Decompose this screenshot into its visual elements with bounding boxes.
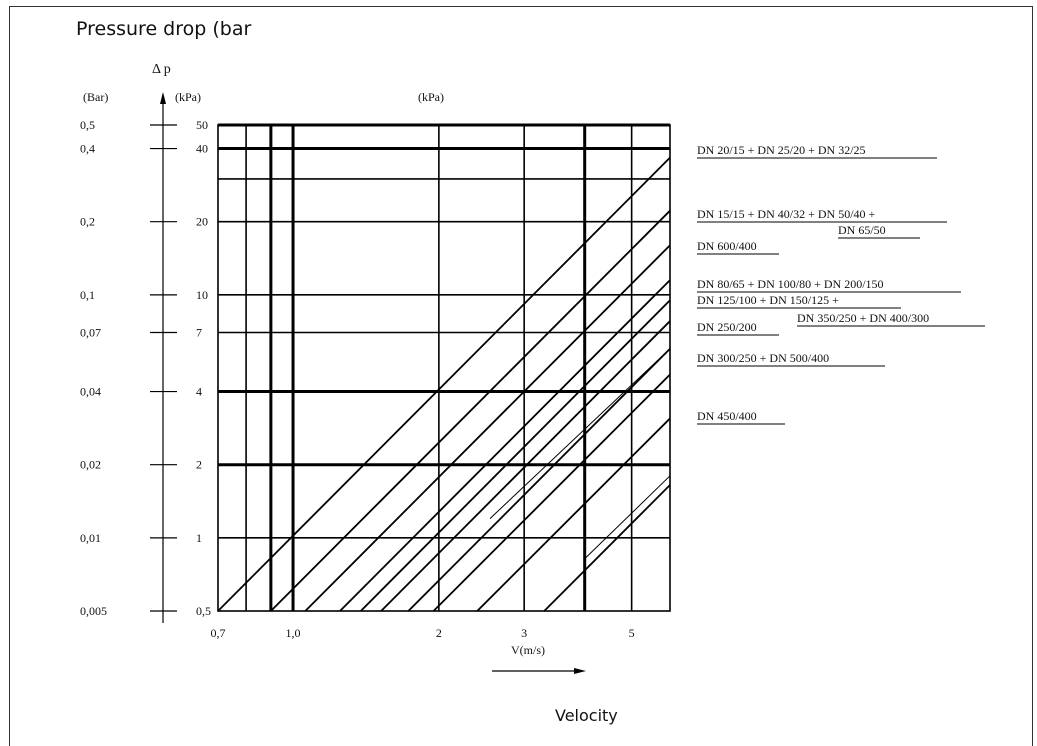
legend-entry: DN 15/15 + DN 40/32 + DN 50/40 + DN 65/50 [697,207,947,239]
top-kpa-label: (kPa) [418,90,444,104]
legend-entry: DN 80/65 + DN 100/80 + DN 200/150 [697,277,961,293]
y-axis-symbol: Δ p [152,62,171,77]
y-axis-label-bar: (Bar) [83,90,108,104]
x-axis-arrow [574,668,586,674]
series-line [304,244,671,612]
y-tick-label-kpa: 4 [196,385,202,399]
legend-label: DN 125/100 + DN 150/125 + [697,293,839,307]
series-line [543,484,671,612]
legend-label: DN 250/200 [697,320,757,334]
y-tick-label-kpa: 7 [196,325,202,339]
series-line [270,210,671,612]
y-tick-label-bar: 0,4 [80,142,95,156]
legend-label: DN 80/65 + DN 100/80 + DN 200/150 [697,277,884,291]
legend-label: DN 450/400 [697,409,757,423]
y-tick-label-bar: 0,01 [80,531,101,545]
y-tick-label-bar: 0,2 [80,215,95,229]
series-line [339,279,671,612]
x-tick-label: 0,7 [211,626,226,640]
series-line [489,348,671,519]
series-line [476,417,671,612]
y-tick-label-kpa: 40 [196,142,208,156]
y-tick-label-kpa: 0,5 [196,604,211,618]
y-tick-label-bar: 0,5 [80,118,95,132]
series-line [380,320,671,612]
series-line [432,373,671,612]
y-tick-label-kpa: 50 [196,118,208,132]
axes: Δ p (Bar) (kPa) (kPa) 0,5 50 0,4 40 0,2 20 0,1 10 0,… [80,62,635,674]
chart-title: Pressure drop (bar [76,18,252,40]
y-axis-label-kpa: (kPa) [175,90,201,104]
x-axis-caption: Velocity [555,706,618,725]
series-line [584,475,671,560]
chart-frame [9,6,1033,746]
y-tick-label-kpa: 20 [196,215,208,229]
legend-entry: DN 250/200 [697,320,779,336]
x-tick-label: 2 [436,626,442,640]
x-tick-label: 1,0 [286,626,301,640]
series-line [217,157,671,612]
legend-label: DN 600/400 [697,239,757,253]
legend-entry: DN 600/400 [697,239,779,255]
legend-label: DN 350/250 + DN 400/300 [797,311,929,325]
series-lines [217,157,671,612]
x-tick-label: 5 [629,626,635,640]
y-tick-label-kpa: 2 [196,458,202,472]
series-line [407,348,671,612]
legend-label: DN 15/15 + DN 40/32 + DN 50/40 + [697,207,876,221]
legend: DN 20/15 + DN 25/20 + DN 32/25 DN 15/15 +… [697,143,985,425]
legend-label: DN 20/15 + DN 25/20 + DN 32/25 [697,143,866,157]
y-tick-label-bar: 0,07 [80,325,101,339]
legend-entry: DN 300/250 + DN 500/400 [697,351,885,367]
grid-lines [217,123,671,612]
y-tick-label-kpa: 10 [196,288,208,302]
x-axis-label: V(m/s) [511,643,545,657]
y-tick-label-bar: 0,04 [80,385,101,399]
legend-entry: DN 125/100 + DN 150/125 + DN 350/250 + DN… [697,293,985,327]
x-tick-label: 3 [521,626,527,640]
legend-entry: DN 20/15 + DN 25/20 + DN 32/25 [697,143,937,159]
y-tick-label-bar: 0,1 [80,288,95,302]
legend-label: DN 300/250 + DN 500/400 [697,351,829,365]
y-tick-label-bar: 0,02 [80,458,101,472]
legend-entry: DN 450/400 [697,409,785,425]
legend-label: DN 65/50 [838,223,886,237]
y-tick-label-bar: 0,005 [80,604,107,618]
y-axis-arrow [160,92,166,104]
series-line [360,299,671,612]
y-tick-label-kpa: 1 [196,531,202,545]
